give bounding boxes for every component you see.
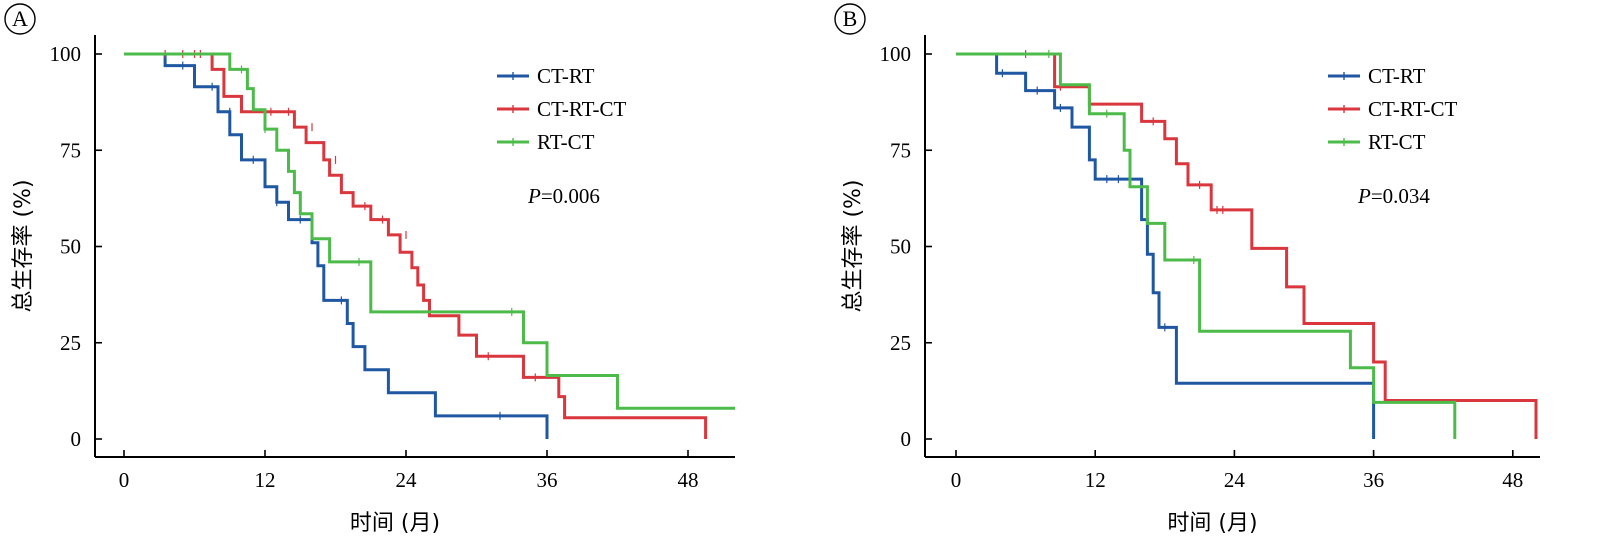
y-tick-label: 25 xyxy=(890,331,911,355)
panel-letter: A xyxy=(12,6,28,31)
km-curve-ct-rt xyxy=(956,52,1376,439)
km-curve-rt-ct xyxy=(956,52,1457,439)
y-tick-label: 75 xyxy=(60,138,81,162)
p-value: P=0.006 xyxy=(527,184,600,208)
y-tick-label: 75 xyxy=(890,138,911,162)
x-tick-label: 24 xyxy=(1224,468,1246,492)
km-curve-ct-rt-ct xyxy=(956,52,1538,439)
x-axis-title: 时间 (月) xyxy=(350,511,440,536)
p-value: P=0.034 xyxy=(1357,184,1430,208)
y-tick-label: 50 xyxy=(60,235,81,259)
panel-a: A 0 25 50 75 100 0 12 24 36 48 时间 (月) 总生存率 (%) CT-RT C… xyxy=(4,3,735,536)
y-tick-label: 50 xyxy=(890,235,911,259)
x-tick-label: 0 xyxy=(951,468,962,492)
y-tick-label: 100 xyxy=(880,42,912,66)
x-tick-label: 24 xyxy=(396,468,418,492)
km-curve-rt-ct xyxy=(124,52,735,410)
x-tick-label: 36 xyxy=(1363,468,1384,492)
y-tick-label: 0 xyxy=(71,427,82,451)
km-curve-ct-rt-ct xyxy=(124,52,708,439)
panel-letter-circle xyxy=(4,3,36,35)
x-tick-label: 12 xyxy=(255,468,276,492)
x-tick-label: 12 xyxy=(1085,468,1106,492)
panel-letter: B xyxy=(843,6,858,31)
km-curve-ct-rt xyxy=(124,52,549,439)
panel-letter-circle xyxy=(834,3,866,35)
legend-label: CT-RT-CT xyxy=(1368,97,1458,121)
x-axis-title: 时间 (月) xyxy=(1167,511,1257,536)
y-tick-label: 100 xyxy=(50,42,82,66)
y-tick-label: 0 xyxy=(901,427,912,451)
x-tick-label: 48 xyxy=(678,468,699,492)
x-tick-label: 0 xyxy=(119,468,130,492)
legend-label: RT-CT xyxy=(537,130,595,154)
legend-label: CT-RT-CT xyxy=(537,97,627,121)
y-axis-title: 总生存率 (%) xyxy=(11,179,36,312)
y-axis-title: 总生存率 (%) xyxy=(841,179,866,312)
legend-label: CT-RT xyxy=(1368,64,1426,88)
legend-label: CT-RT xyxy=(537,64,595,88)
panel-b: B 0 25 50 75 100 0 12 24 36 48 时间 (月) 总生存率 (%) CT-RT C… xyxy=(834,3,1540,536)
x-tick-label: 36 xyxy=(537,468,558,492)
x-tick-label: 48 xyxy=(1502,468,1523,492)
legend-label: RT-CT xyxy=(1368,130,1426,154)
y-tick-label: 25 xyxy=(60,331,81,355)
